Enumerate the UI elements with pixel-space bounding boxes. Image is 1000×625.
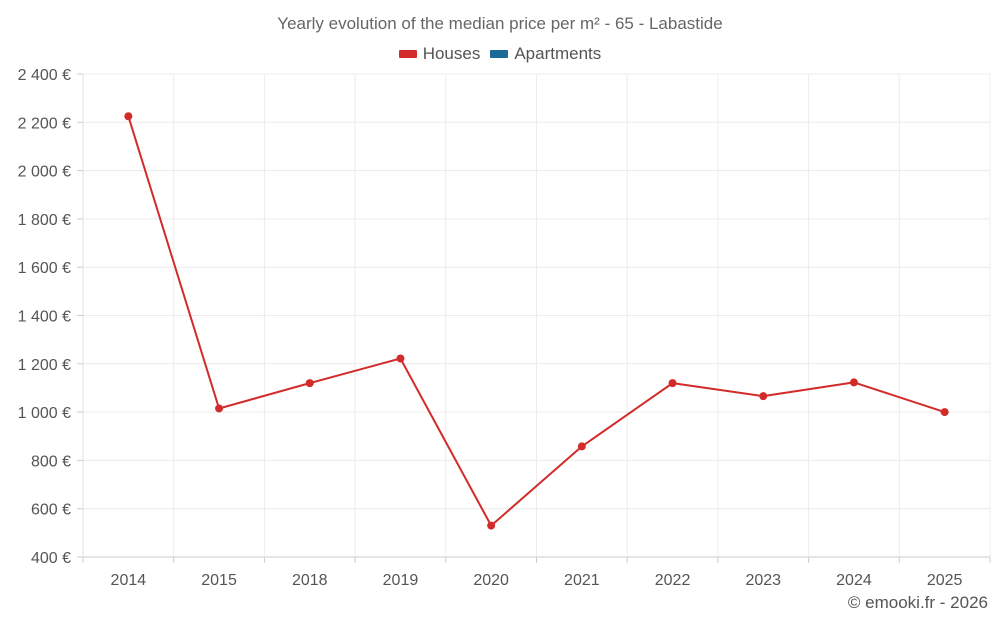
x-axis: 2014 2015 2018 2019 2020 2021 2022 2023 2024 2025 [82, 557, 991, 589]
legend-item-houses[interactable]: Houses [398, 44, 481, 64]
y-tick-label: 2 200 € [18, 115, 71, 132]
y-axis: 400 € 600 € 800 € 1 000 € 1 200 € 1 400 € 1 60… [18, 67, 84, 567]
series-layer [124, 112, 949, 530]
legend-item-apartments[interactable]: Apartments [490, 44, 601, 64]
data-point-2015[interactable] [215, 404, 224, 413]
x-tick-label: 2018 [292, 572, 328, 589]
x-tick-label: 2020 [473, 572, 509, 589]
x-tick-label: 2019 [383, 572, 419, 589]
y-tick-label: 2 400 € [18, 67, 71, 84]
y-tick-label: 2 000 € [18, 164, 71, 181]
y-tick-label: 400 € [31, 550, 71, 567]
y-tick-label: 1 200 € [18, 357, 71, 374]
footer-credit: © emooki.fr - 2026 [847, 593, 988, 612]
data-point-2019[interactable] [396, 354, 405, 363]
y-tick-label: 600 € [31, 502, 71, 519]
x-tick-label: 2022 [655, 572, 691, 589]
data-point-2025[interactable] [940, 408, 949, 417]
y-tick-label: 1 800 € [18, 212, 71, 229]
data-point-2022[interactable] [668, 379, 677, 388]
y-tick-label: 1 600 € [18, 260, 71, 277]
data-point-2021[interactable] [577, 442, 586, 451]
data-point-2018[interactable] [305, 379, 314, 388]
y-tick-label: 1 000 € [18, 405, 71, 422]
data-point-2024[interactable] [849, 378, 858, 387]
series-line-houses [127, 115, 945, 527]
x-tick-label: 2025 [927, 572, 963, 589]
chart-title: Yearly evolution of the median price per… [277, 14, 723, 33]
data-point-2020[interactable] [487, 521, 496, 530]
data-point-2023[interactable] [759, 392, 768, 401]
legend-label-houses: Houses [422, 44, 481, 63]
legend-label-apartments: Apartments [514, 44, 602, 63]
x-tick-label: 2015 [201, 572, 237, 589]
legend: Houses Apartments [0, 44, 1000, 64]
grid-lines [82, 73, 991, 558]
legend-swatch-apartments [490, 50, 509, 58]
x-tick-label: 2021 [564, 572, 600, 589]
x-tick-label: 2014 [111, 572, 147, 589]
y-tick-label: 800 € [31, 453, 71, 470]
x-tick-label: 2023 [745, 572, 781, 589]
y-tick-label: 1 400 € [18, 309, 71, 326]
legend-swatch-houses [398, 50, 417, 58]
data-point-2014[interactable] [124, 112, 133, 121]
x-tick-label: 2024 [836, 572, 872, 589]
